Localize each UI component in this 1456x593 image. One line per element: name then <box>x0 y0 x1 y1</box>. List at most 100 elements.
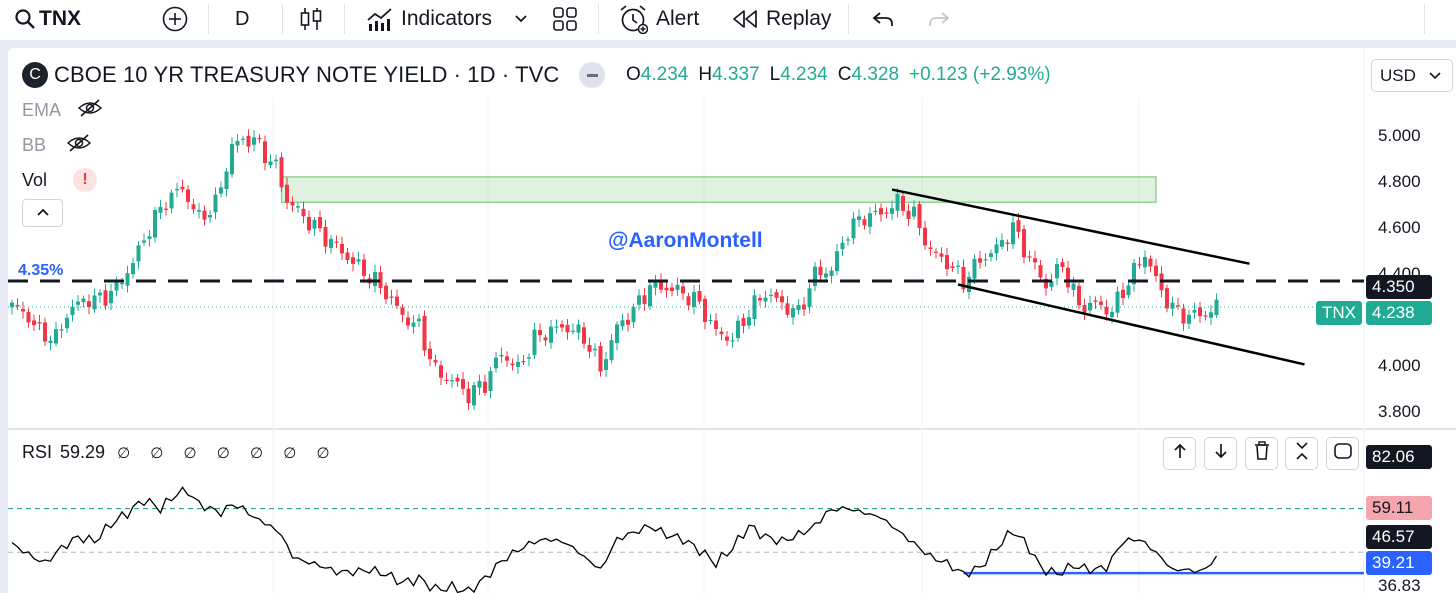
level-price-label: 4.350 <box>1366 275 1432 299</box>
interval-button[interactable]: D <box>235 7 250 30</box>
candle-body <box>906 210 911 219</box>
candle-body <box>857 216 861 221</box>
collapse-indicators-button[interactable] <box>22 199 63 227</box>
indicator-bb[interactable]: BB <box>22 133 92 158</box>
hide-legend-button[interactable] <box>579 62 606 88</box>
candle-body <box>796 305 801 311</box>
candle-body <box>37 322 42 324</box>
candle-body <box>32 320 36 325</box>
candle-body <box>263 141 267 164</box>
candle-body <box>378 272 383 288</box>
candle-body <box>741 318 746 326</box>
currency-select[interactable]: USD <box>1371 59 1453 92</box>
indicators-button[interactable]: Indicators <box>366 0 492 38</box>
replay-button[interactable]: Replay <box>732 0 831 38</box>
candle-body <box>296 206 300 208</box>
candle-body <box>499 354 504 357</box>
candle-body <box>642 295 647 304</box>
rsi-upper-label: 59.11 <box>1366 496 1432 520</box>
resistance-zone <box>280 176 1157 204</box>
rsi-min-label: 36.83 <box>1378 576 1421 593</box>
candle-body <box>681 286 685 294</box>
candle-body <box>1099 301 1103 305</box>
alert-button[interactable]: Alert <box>618 0 699 38</box>
candle-body <box>191 204 196 210</box>
candle-body <box>345 252 350 260</box>
indicator-ema[interactable]: EMA <box>22 98 103 123</box>
rsi-legend[interactable]: RSI 59.29 ∅ ∅ ∅ ∅ ∅ ∅ ∅ <box>22 442 338 463</box>
candle-body <box>631 307 636 323</box>
candle-body <box>1093 300 1098 302</box>
replay-icon <box>732 9 758 29</box>
move-pane-up-button[interactable] <box>1163 437 1196 470</box>
indicators-label: Indicators <box>401 7 493 30</box>
layouts-button[interactable] <box>552 0 578 38</box>
candle-body <box>527 357 531 359</box>
candle-body <box>1126 285 1131 296</box>
eye-crossed-icon[interactable] <box>77 98 103 123</box>
indicator-vol[interactable]: Vol ! <box>22 168 98 192</box>
eye-crossed-icon[interactable] <box>66 133 92 158</box>
candle-body <box>362 259 366 276</box>
compare-button[interactable] <box>162 0 188 38</box>
candle-body <box>615 324 619 343</box>
rsi-null-markers: ∅ ∅ ∅ ∅ ∅ ∅ ∅ <box>117 444 338 462</box>
arrow-up-icon <box>1172 442 1188 465</box>
candle-body <box>406 317 410 326</box>
candle-body <box>329 238 333 248</box>
candle-body <box>219 187 223 194</box>
currency-label: USD <box>1380 65 1416 85</box>
symbol-legend[interactable]: C CBOE 10 YR TREASURY NOTE YIELD · 1D · … <box>22 60 606 90</box>
candle-body <box>785 303 790 315</box>
candle-body <box>565 324 570 333</box>
candle-body <box>648 285 652 307</box>
candle-body <box>373 271 377 287</box>
candle-body <box>158 206 163 213</box>
candle-body <box>433 360 438 363</box>
candle-body <box>714 320 718 329</box>
indicators-icon <box>366 6 394 32</box>
candle-body <box>989 253 993 258</box>
candle-body <box>538 330 542 335</box>
collapse-pane-button[interactable] <box>1285 437 1318 470</box>
candle-body <box>318 217 322 229</box>
maximize-pane-button[interactable] <box>1326 437 1359 470</box>
candle-body <box>54 329 58 344</box>
undo-button[interactable] <box>872 0 894 38</box>
candle-body <box>477 380 482 388</box>
move-pane-down-button[interactable] <box>1204 437 1237 470</box>
price-tick: 4.600 <box>1378 218 1421 237</box>
candle-body <box>312 219 317 229</box>
candle-body <box>76 301 80 305</box>
candle-body <box>334 241 339 243</box>
candle-body <box>131 263 135 275</box>
chevron-up-icon <box>36 204 50 222</box>
candle-body <box>510 363 515 366</box>
candle-body <box>945 255 949 270</box>
candle-body <box>422 315 427 351</box>
candle-body <box>659 280 663 290</box>
candle-body <box>835 251 839 272</box>
candle-body <box>186 189 190 202</box>
candle-body <box>235 140 240 146</box>
candle-body <box>521 361 526 363</box>
candle-body <box>147 236 152 240</box>
candle-body <box>791 308 795 318</box>
indicators-dropdown-button[interactable] <box>514 0 528 38</box>
candle-body <box>15 304 20 307</box>
candle-body <box>274 159 278 162</box>
warning-icon[interactable]: ! <box>73 168 98 192</box>
redo-button[interactable] <box>928 0 950 38</box>
candle-body <box>252 137 256 145</box>
delete-pane-button[interactable] <box>1245 437 1278 470</box>
symbol-search-button[interactable]: TNX <box>14 0 81 38</box>
candle-body <box>725 336 729 341</box>
rsi-max-label: 82.06 <box>1366 445 1432 469</box>
candle-body <box>862 219 867 226</box>
candle-body <box>1132 262 1136 285</box>
candle-body <box>851 218 856 239</box>
chart-type-button[interactable] <box>299 0 323 38</box>
price-tick: 4.800 <box>1378 172 1421 191</box>
candle-body <box>1000 240 1004 247</box>
